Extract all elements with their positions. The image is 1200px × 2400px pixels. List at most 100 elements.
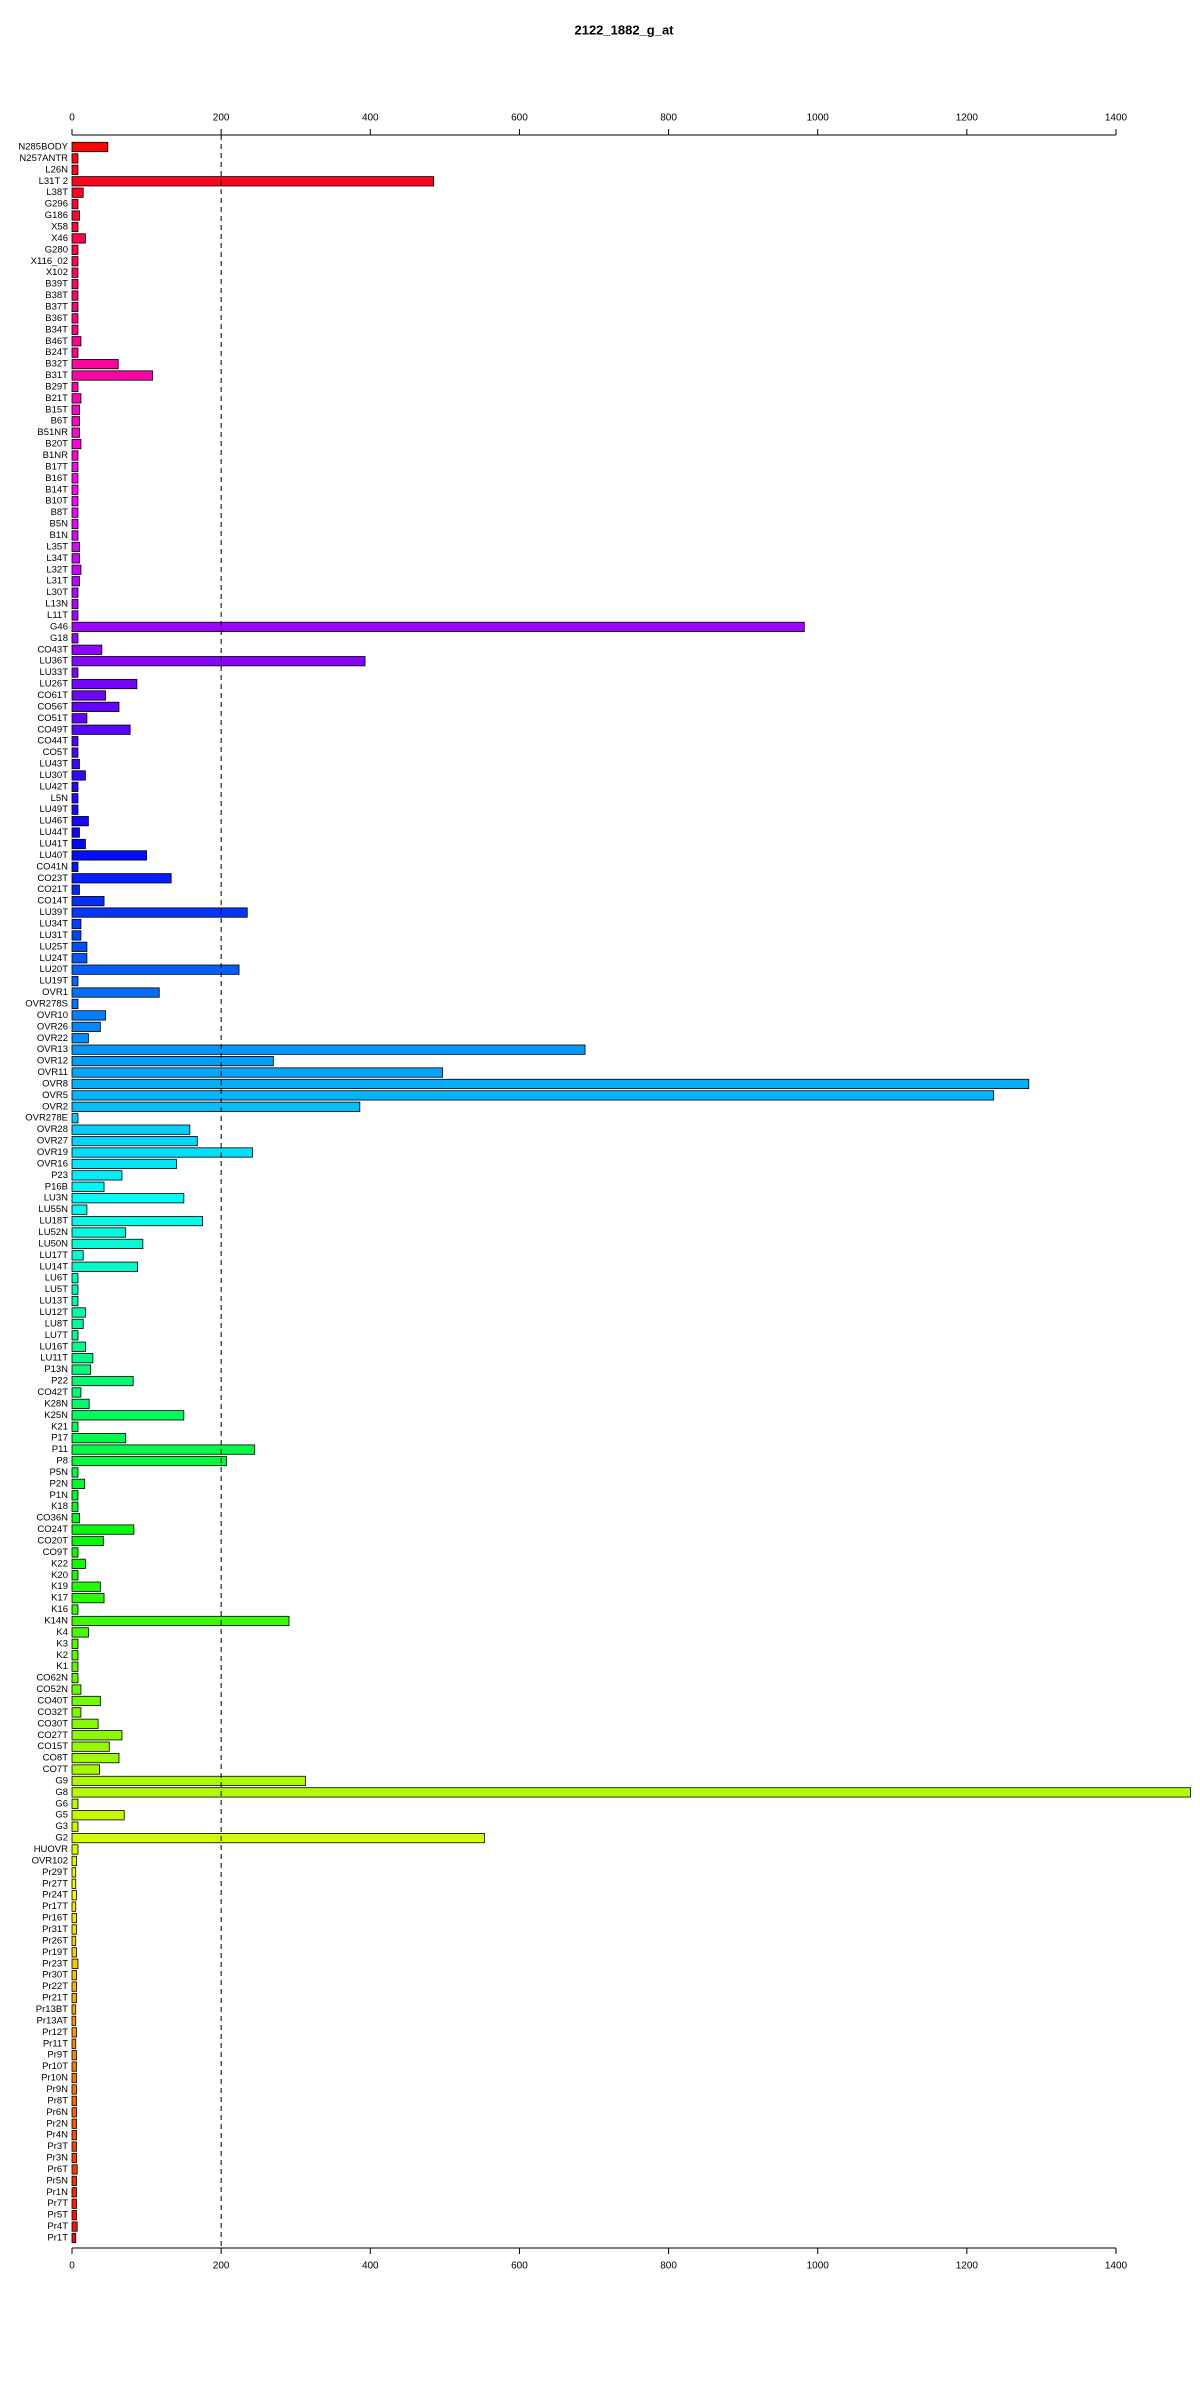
category-label: G9: [55, 1775, 68, 1786]
bar: [71, 907, 248, 918]
bar: [71, 564, 82, 575]
category-label: LU11T: [40, 1353, 68, 1364]
category-label: P13N: [44, 1364, 68, 1375]
bar: [71, 187, 84, 198]
bar: [71, 290, 79, 301]
bar: [71, 1821, 79, 1832]
bar: [71, 873, 172, 884]
category-label: B14T: [45, 484, 68, 495]
bar: [71, 1730, 123, 1741]
bar: [71, 701, 120, 712]
bar: [71, 2095, 77, 2106]
category-label: LU26T: [39, 679, 68, 690]
bar: [71, 1261, 139, 1272]
category-label: P22: [51, 1376, 68, 1387]
bar: [71, 199, 79, 210]
bar: [71, 221, 79, 233]
bar: [71, 747, 79, 758]
bar: [71, 553, 80, 564]
bar: [71, 1101, 361, 1112]
bar: [71, 1992, 77, 2004]
category-label: CO5T: [43, 747, 69, 758]
category-label: G46: [50, 621, 68, 632]
category-label: G3: [55, 1821, 68, 1832]
bar: [71, 884, 80, 895]
bar: [71, 587, 79, 598]
category-label: K16: [51, 1604, 68, 1615]
category-label: Pr31T: [42, 1924, 68, 1935]
category-label: OVR2: [42, 1101, 68, 1112]
category-label: OVR1: [42, 987, 68, 998]
bar: [71, 2027, 77, 2038]
category-label: CO14T: [37, 896, 68, 907]
bar: [71, 1135, 198, 1147]
category-label: HUOVR: [34, 1844, 68, 1855]
category-label: X116_02: [31, 256, 68, 267]
category-label: OVR8: [42, 1078, 68, 1089]
bar: [71, 918, 82, 930]
category-label: Pr5N: [46, 2175, 68, 2186]
bar: [71, 1353, 94, 1364]
category-label: LU33T: [39, 667, 68, 678]
bar: [71, 1455, 227, 1467]
category-label: Pr12T: [42, 2027, 68, 2038]
category-label: B24T: [45, 347, 68, 358]
bar: [71, 1250, 84, 1261]
category-label: Pr3N: [46, 2153, 68, 2164]
bar: [71, 1718, 99, 1729]
bar: [71, 1387, 82, 1398]
category-label: Pr10T: [42, 2061, 68, 2072]
bar: [71, 1193, 185, 1204]
bar: [71, 758, 80, 770]
bar: [71, 1364, 92, 1375]
bar: [71, 1593, 105, 1604]
category-label: CO43T: [37, 644, 68, 655]
bar: [71, 404, 80, 415]
category-label: K19: [51, 1581, 68, 1592]
bar: [71, 2118, 77, 2129]
category-label: K1: [56, 1661, 68, 1672]
bar: [71, 1673, 79, 1684]
bar: [71, 667, 79, 678]
top-tick-label: 800: [660, 113, 677, 124]
bar: [71, 1958, 79, 1969]
bar: [71, 336, 82, 347]
bar: [71, 450, 79, 461]
category-label: Pr3T: [47, 2141, 68, 2152]
bar: [71, 770, 86, 781]
bar: [71, 1501, 79, 1512]
category-label: Pr4N: [46, 2130, 68, 2141]
bar: [71, 1741, 110, 1752]
bar: [71, 1444, 256, 1455]
bar: [71, 1535, 104, 1547]
category-label: B5N: [50, 519, 69, 530]
category-label: K25N: [44, 1410, 68, 1421]
category-label: G296: [45, 199, 68, 210]
bar: [71, 1970, 77, 1981]
top-tick-label: 0: [69, 113, 75, 124]
category-label: CO7T: [43, 1764, 69, 1775]
bar: [71, 987, 160, 998]
category-label: B38T: [45, 290, 68, 301]
bar: [71, 2164, 78, 2175]
bar: [71, 2175, 77, 2186]
bar: [71, 484, 79, 495]
bar: [71, 1684, 82, 1695]
bar: [71, 2050, 77, 2061]
bar: [71, 816, 89, 827]
bar: [71, 1615, 290, 1627]
bar: [71, 930, 82, 941]
bottom-tick-label: 1000: [807, 2261, 830, 2272]
bar: [71, 2038, 77, 2049]
bar: [71, 1284, 79, 1295]
bar: [71, 141, 109, 153]
bar: [71, 2072, 77, 2084]
bar: [71, 1330, 79, 1341]
bar: [71, 541, 80, 553]
category-label: Pr5T: [47, 2210, 68, 2221]
bar: [71, 1764, 100, 1775]
category-label: LU34T: [39, 918, 68, 929]
category-label: CO51T: [37, 713, 68, 724]
category-label: B31T: [45, 370, 68, 381]
